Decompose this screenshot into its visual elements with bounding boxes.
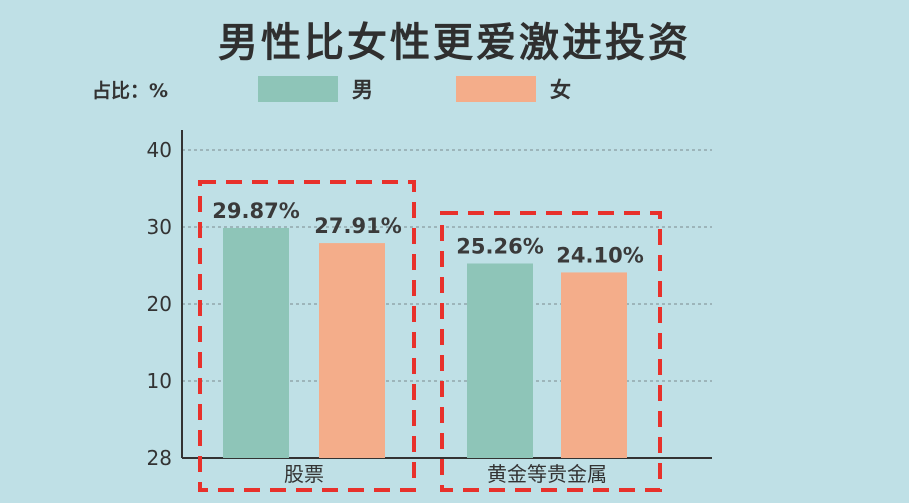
data-label-female-0: 27.91% <box>314 214 401 238</box>
bar-male-0 <box>223 228 289 458</box>
x-category-label-0: 股票 <box>284 462 324 486</box>
legend-swatch-female <box>456 76 536 102</box>
bar-female-1 <box>561 272 627 458</box>
legend-label-female: 女 <box>550 78 571 102</box>
chart-title: 男性比女性更爱激进投资 <box>218 20 691 66</box>
unit-label: 占比：% <box>92 80 169 102</box>
legend-item-male: 男 <box>258 74 373 104</box>
highlight-box-0 <box>198 180 416 492</box>
bar-male-1 <box>467 263 533 458</box>
legend-label-male: 男 <box>352 78 373 102</box>
data-label-male-0: 29.87% <box>212 199 299 223</box>
y-tick-label-0: 28 <box>147 446 172 470</box>
legend-item-female: 女 <box>456 74 571 104</box>
y-tick-label-3: 30 <box>147 215 172 239</box>
highlight-box-1 <box>440 211 662 492</box>
y-tick-label-1: 10 <box>147 369 172 393</box>
bar-female-0 <box>319 243 385 458</box>
data-label-female-1: 24.10% <box>556 243 643 267</box>
y-tick-label-4: 40 <box>147 138 172 162</box>
data-label-male-1: 25.26% <box>456 234 543 258</box>
x-category-label-1: 黄金等贵金属 <box>487 462 607 486</box>
y-tick-label-2: 20 <box>147 292 172 316</box>
legend-swatch-male <box>258 76 338 102</box>
